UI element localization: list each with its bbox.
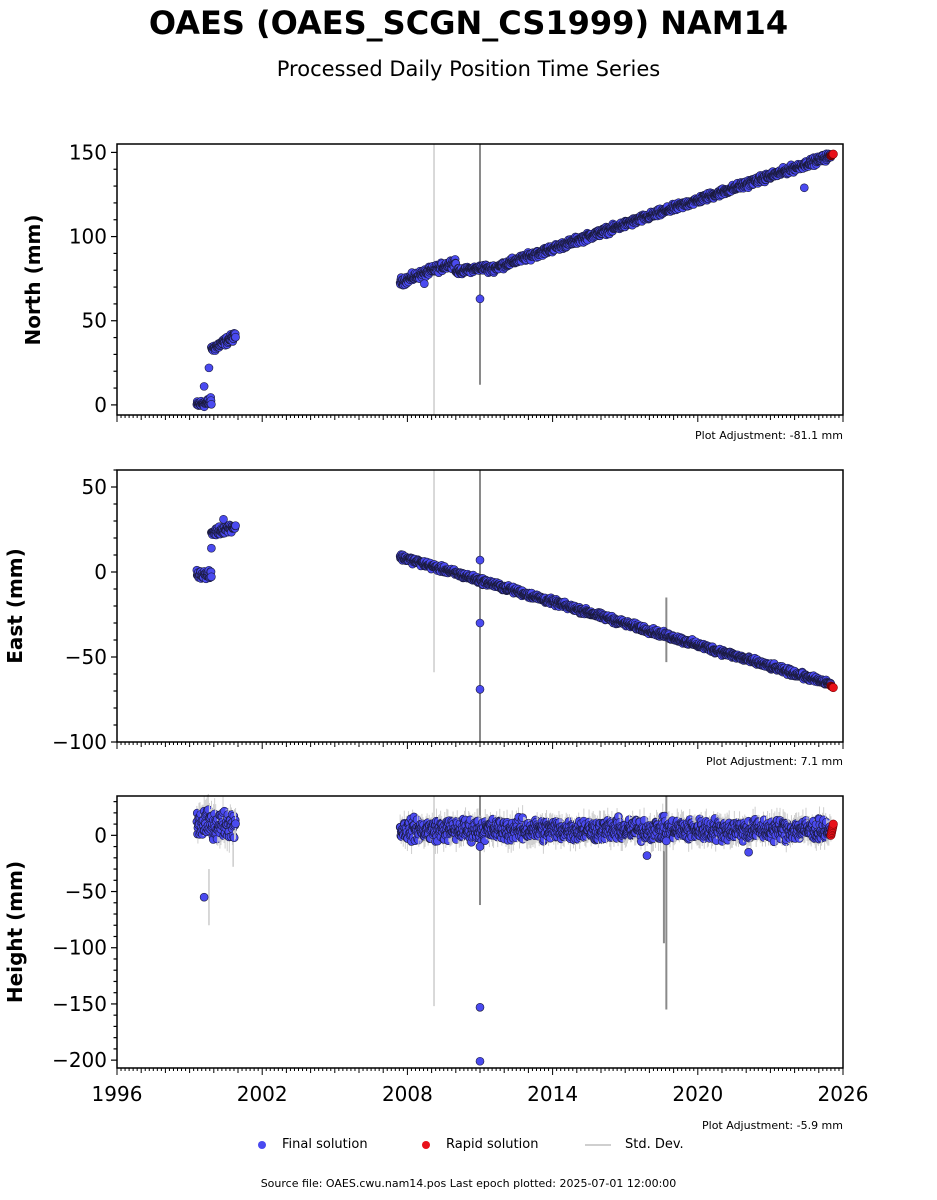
- final-solution-point: [475, 555, 485, 565]
- final-solution-point: [744, 847, 753, 857]
- y-tick-label: 150: [69, 140, 107, 164]
- final-solution-point: [199, 382, 209, 391]
- final-solution-point: [207, 572, 216, 582]
- rapid-solution-point: [828, 819, 838, 829]
- final-solution-point: [207, 543, 216, 553]
- y-tick-label: 0: [94, 393, 107, 417]
- y-axis-label: North (mm): [21, 214, 45, 345]
- final-solution-point: [231, 521, 240, 530]
- final-solution-point: [219, 514, 228, 524]
- rapid-solution-point: [828, 683, 838, 693]
- final-solution-point: [475, 294, 485, 304]
- final-solution-point: [662, 836, 671, 846]
- final-solution-point: [475, 1003, 485, 1012]
- final-solution-point: [475, 618, 485, 628]
- y-tick-label: 50: [82, 309, 107, 333]
- final-solution-point: [642, 851, 652, 860]
- final-solution-point: [475, 1056, 485, 1066]
- y-tick-label: 0: [94, 560, 107, 584]
- final-solution-point: [475, 684, 485, 694]
- chart-subtitle: Processed Daily Position Time Series: [276, 57, 661, 81]
- y-axis-label: East (mm): [3, 548, 27, 664]
- final-solution-point: [199, 892, 209, 902]
- final-solution-point: [231, 332, 240, 342]
- y-tick-label: −100: [52, 730, 107, 754]
- y-tick-label: 50: [82, 475, 107, 499]
- y-tick-label: 100: [69, 225, 107, 249]
- rapid-solution-point: [828, 149, 838, 159]
- chart-title: OAES (OAES_SCGN_CS1999) NAM14: [148, 4, 789, 42]
- final-solution-point: [207, 399, 216, 409]
- final-solution-point: [799, 183, 809, 193]
- final-solution-point: [475, 842, 485, 851]
- y-tick-label: −50: [65, 645, 107, 669]
- panel-0: 0 50 100 150 North (mm): [21, 140, 844, 422]
- final-solution-point: [231, 819, 240, 829]
- final-solution-point: [204, 363, 214, 373]
- panel-1: −100 −50 0 50 East (mm): [3, 469, 844, 754]
- final-solution-point: [420, 279, 429, 289]
